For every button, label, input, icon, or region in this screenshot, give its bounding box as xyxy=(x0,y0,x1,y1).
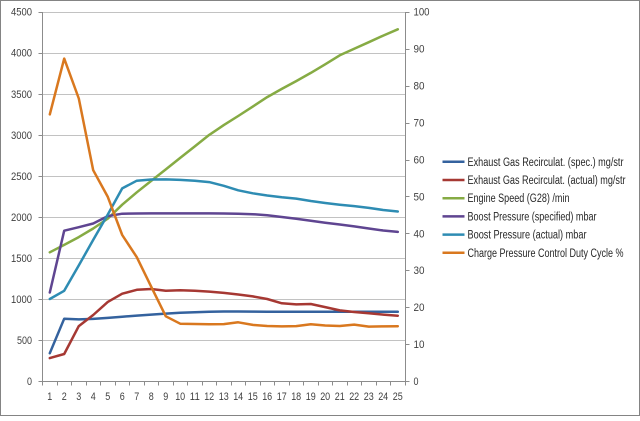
svg-text:20: 20 xyxy=(320,391,330,403)
svg-text:2500: 2500 xyxy=(11,171,32,183)
svg-text:6: 6 xyxy=(120,391,125,403)
svg-text:15: 15 xyxy=(248,391,258,403)
svg-text:25: 25 xyxy=(393,391,403,403)
svg-text:21: 21 xyxy=(335,391,345,403)
svg-text:100: 100 xyxy=(414,7,430,19)
svg-text:1000: 1000 xyxy=(11,294,32,306)
svg-text:18: 18 xyxy=(291,391,301,403)
svg-text:20: 20 xyxy=(414,302,425,314)
svg-text:Engine Speed (G28) /min: Engine Speed (G28) /min xyxy=(468,193,570,205)
svg-text:10: 10 xyxy=(175,391,185,403)
svg-text:Charge Pressure Control Duty C: Charge Pressure Control Duty Cycle % xyxy=(468,248,624,260)
svg-text:2: 2 xyxy=(62,391,67,403)
svg-text:5: 5 xyxy=(105,391,110,403)
svg-text:90: 90 xyxy=(414,44,425,56)
svg-text:0: 0 xyxy=(414,376,419,388)
svg-text:13: 13 xyxy=(219,391,229,403)
svg-text:3000: 3000 xyxy=(11,130,32,142)
svg-text:Exhaust Gas Recirculat. (spec.: Exhaust Gas Recirculat. (spec.) mg/str xyxy=(468,157,624,169)
svg-text:30: 30 xyxy=(414,265,425,277)
svg-text:70: 70 xyxy=(414,118,425,130)
svg-text:1: 1 xyxy=(47,391,52,403)
svg-text:1500: 1500 xyxy=(11,253,32,265)
svg-text:60: 60 xyxy=(414,154,425,166)
svg-text:500: 500 xyxy=(17,335,32,347)
svg-text:12: 12 xyxy=(204,391,214,403)
svg-text:4: 4 xyxy=(91,391,96,403)
svg-text:23: 23 xyxy=(364,391,374,403)
svg-text:2000: 2000 xyxy=(11,212,32,224)
svg-text:16: 16 xyxy=(262,391,272,403)
svg-text:10: 10 xyxy=(414,339,425,351)
svg-text:8: 8 xyxy=(149,391,154,403)
svg-text:4500: 4500 xyxy=(11,7,32,19)
svg-text:4000: 4000 xyxy=(11,48,32,60)
svg-text:11: 11 xyxy=(190,391,200,403)
svg-text:19: 19 xyxy=(306,391,316,403)
svg-text:0: 0 xyxy=(27,376,32,388)
svg-text:3: 3 xyxy=(76,391,81,403)
svg-text:22: 22 xyxy=(349,391,359,403)
svg-text:Boost Pressure (specified) mb: Boost Pressure (specified) mbar xyxy=(468,211,597,223)
svg-text:7: 7 xyxy=(134,391,139,403)
svg-text:9: 9 xyxy=(163,391,168,403)
svg-text:Exhaust Gas Recirculat. (actua: Exhaust Gas Recirculat. (actual) mg/str xyxy=(468,175,626,187)
svg-text:24: 24 xyxy=(378,391,388,403)
svg-text:Boost Pressure (actual) mbar: Boost Pressure (actual) mbar xyxy=(468,230,587,242)
svg-text:14: 14 xyxy=(233,391,243,403)
svg-text:50: 50 xyxy=(414,191,425,203)
svg-text:80: 80 xyxy=(414,81,425,93)
svg-text:3500: 3500 xyxy=(11,89,32,101)
svg-text:40: 40 xyxy=(414,228,425,240)
svg-text:17: 17 xyxy=(277,391,287,403)
